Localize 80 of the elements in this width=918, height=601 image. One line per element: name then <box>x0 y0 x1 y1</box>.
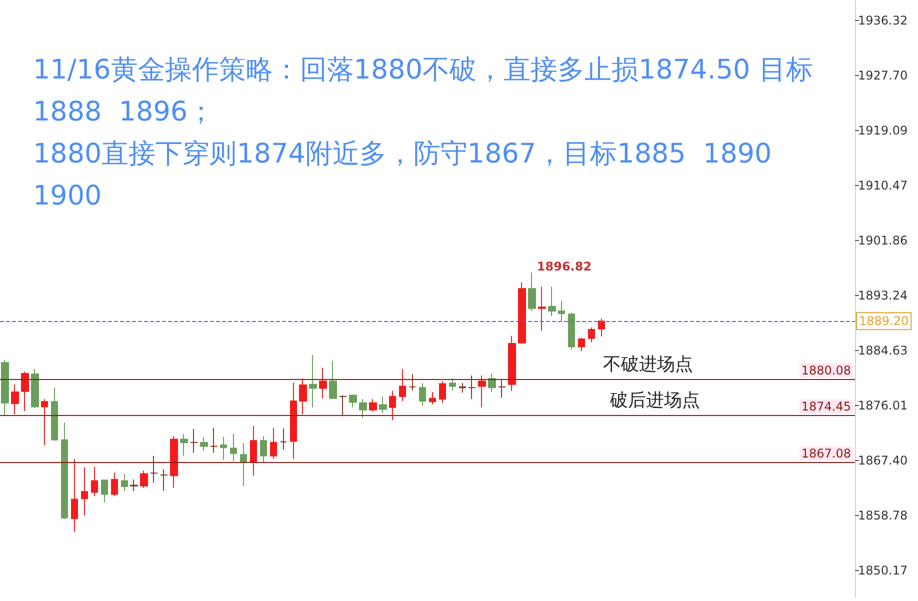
candlestick <box>101 479 108 503</box>
candlestick <box>51 387 58 442</box>
candlestick <box>220 436 227 460</box>
y-tick-label: 1927.70 <box>858 68 908 82</box>
candlestick <box>309 354 317 408</box>
candlestick <box>71 458 78 532</box>
candlestick <box>299 378 307 415</box>
candlestick <box>399 368 406 402</box>
candlestick <box>598 318 605 337</box>
candlestick <box>578 337 585 352</box>
y-tick-label: 1858.78 <box>858 508 908 522</box>
candlestick <box>41 398 48 446</box>
candlestick <box>478 374 486 408</box>
candlestick <box>250 425 257 476</box>
candlestick <box>280 428 287 450</box>
candlestick <box>210 427 218 454</box>
candlestick <box>319 367 327 399</box>
annotation: 破后进场点 <box>609 390 700 411</box>
candlestick <box>31 368 39 409</box>
y-tick-label: 1936.32 <box>858 13 908 28</box>
text: 11/16黄金操作策略：回落1880不破，直接多止损1874.50 目标1888 1896； 1880直接下穿则1874附近多，防守1867，目标1885 1890 1900 <box>33 54 813 212</box>
y-tick-label: 1850.17 <box>858 563 908 578</box>
candlestick <box>488 373 496 393</box>
candlestick <box>349 394 357 408</box>
ref-line-label: 1880.08 <box>801 363 851 378</box>
candlestick <box>369 398 377 412</box>
candlestick <box>558 300 565 322</box>
ref-line-label: 1889.20 <box>859 314 909 328</box>
y-tick-label: 1893.24 <box>858 288 908 302</box>
candlestick <box>389 390 396 421</box>
y-tick-label: 1867.40 <box>858 453 908 468</box>
candlestick <box>528 272 536 312</box>
candlestick <box>1 360 9 416</box>
candlestick <box>180 434 188 456</box>
candlestick <box>329 360 337 399</box>
candlestick <box>121 473 128 492</box>
ref-line-label: 1874.45 <box>801 399 851 414</box>
candlestick <box>91 466 98 497</box>
candlestick <box>419 382 426 407</box>
ref-line-label: 1867.08 <box>801 446 851 460</box>
candlestick <box>568 312 575 350</box>
candlestick <box>468 374 476 400</box>
y-tick-label: 1919.09 <box>858 123 908 138</box>
candlestick <box>498 378 506 398</box>
candlestick <box>548 286 556 317</box>
y-tick-label: 1876.01 <box>858 398 908 412</box>
candlestick <box>111 472 118 497</box>
y-tick-label: 1884.63 <box>858 343 908 358</box>
candlestick <box>160 468 168 492</box>
annotation: 不破进场点 <box>603 354 693 375</box>
candlestick <box>409 374 416 392</box>
candlestick <box>449 378 456 392</box>
candlestick <box>439 380 446 404</box>
candlestick <box>140 470 148 488</box>
candlestick <box>21 371 29 412</box>
candlestick <box>459 382 466 394</box>
candlestick <box>130 479 138 492</box>
y-tick-label: 1910.47 <box>858 178 908 192</box>
candlestick <box>538 286 546 332</box>
candlestick <box>150 455 158 484</box>
candlestick <box>240 442 247 486</box>
candlestick <box>359 398 367 418</box>
candlestick <box>260 436 267 464</box>
candlestick <box>61 422 68 520</box>
candlestick <box>230 433 237 462</box>
candlestick <box>190 428 198 454</box>
candlestick <box>200 436 208 452</box>
candlestick <box>11 384 19 415</box>
candlestick <box>508 335 516 392</box>
candlestick <box>429 392 436 405</box>
candlestick <box>270 427 277 460</box>
candlestick <box>170 436 178 488</box>
annotation: 1896.82 <box>536 260 592 274</box>
candlestick <box>81 466 88 516</box>
candlestick <box>588 327 595 343</box>
candlestick <box>379 396 387 414</box>
candlestick <box>518 282 526 344</box>
y-tick-label: 1901.86 <box>858 233 908 248</box>
candlestick <box>339 394 347 417</box>
candlestick <box>290 382 297 460</box>
